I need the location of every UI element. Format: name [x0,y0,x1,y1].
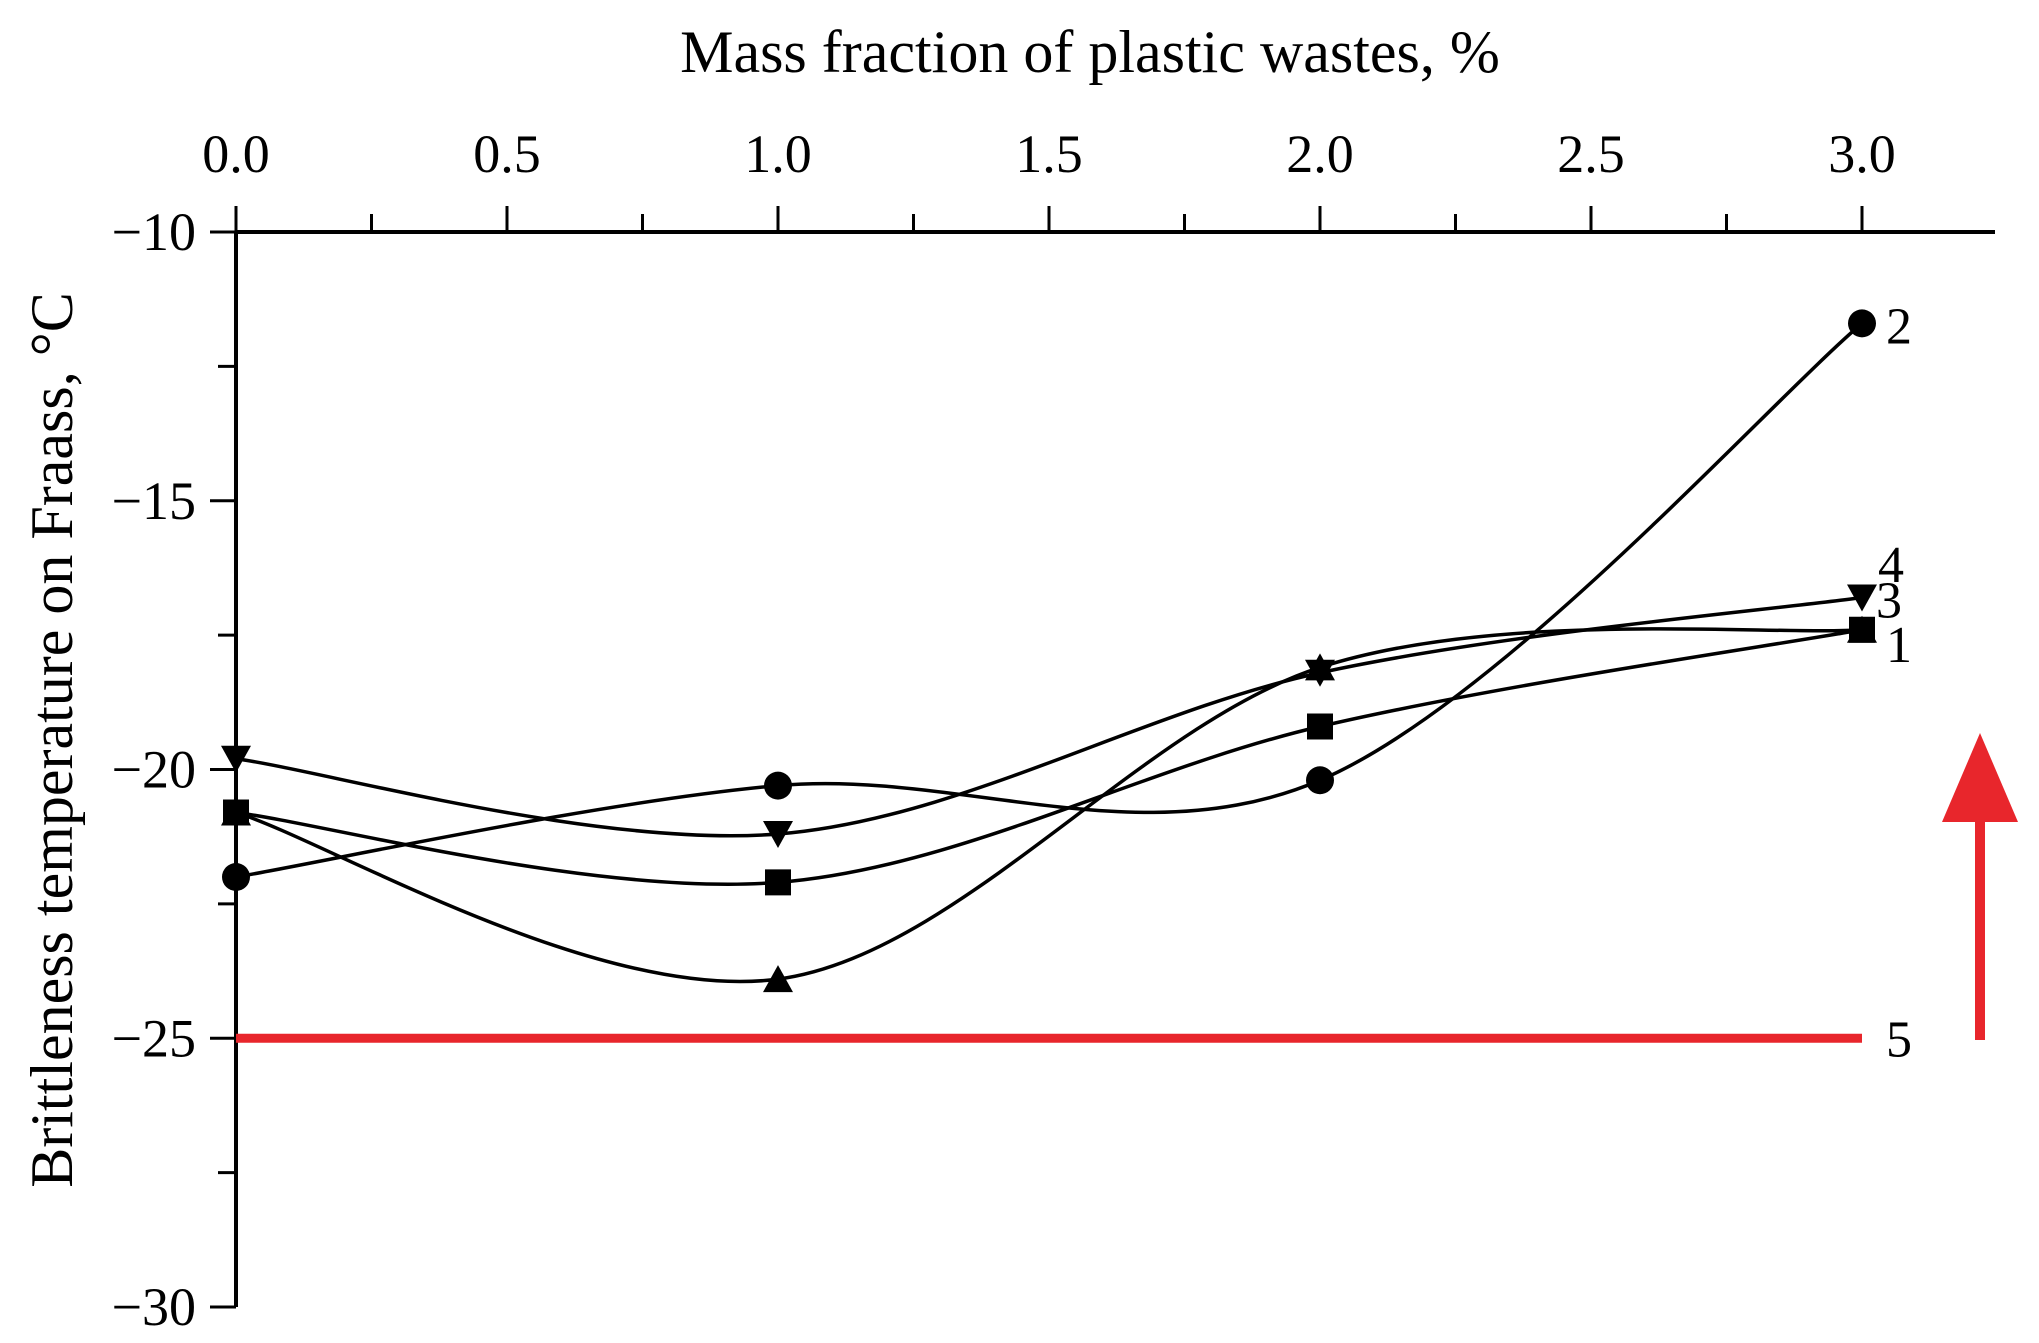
x-tick-label: 1.0 [744,124,812,184]
x-tick-label: 0.5 [473,124,541,184]
series-4-curve [235,627,1863,984]
x-axis-title: Mass fraction of plastic wastes, % [680,19,1500,85]
y-axis-title: Brittleness temperature on Fraass, °C [19,292,85,1187]
x-tick-label: 1.5 [1015,124,1083,184]
data-point-square [765,869,791,896]
data-point-triangle-down [763,821,793,848]
data-point-triangle-up [763,965,793,993]
x-tick-label: 0.0 [202,124,270,184]
series-labels: 1 2 34 5 [1876,298,1912,1068]
data-point-circle [764,771,792,800]
series-2-curve [235,322,1864,879]
y-tick-label: −15 [112,471,196,531]
up-arrow [1942,733,2018,1040]
data-point-triangle-down [1847,584,1877,612]
y-tick-label: −30 [112,1277,196,1337]
data-point-triangle-up [221,798,251,826]
data-point-triangle-down [221,745,251,773]
series-2-label: 2 [1886,298,1912,355]
series-3-label: 3 [1876,573,1902,630]
data-point-triangle-up [1847,615,1877,643]
series-1-curve [235,628,1863,886]
data-point-square [1307,713,1333,740]
y-tick-label: −25 [112,1008,196,1068]
data-point-triangle-up [1305,653,1335,681]
series-markers [221,309,1877,993]
y-tick-label: −20 [112,740,196,800]
x-tick-label: 2.0 [1286,124,1354,184]
series-5-label: 5 [1886,1011,1912,1068]
series-3-curve [235,595,1863,838]
data-point-circle [222,863,250,891]
arrow-head [1942,733,2018,822]
axes: 0.0 0.5 1.0 1.5 2.0 2.5 3.0 −10 −15 −20 −25 −30 [112,124,1995,1337]
series-curves [235,322,1864,1043]
x-tick-label: 3.0 [1828,124,1896,184]
x-tick-label: 2.5 [1557,124,1625,184]
series-4-label: 4 [1878,537,1904,594]
y-tick-label: −10 [112,202,196,262]
data-point-circle [1848,309,1876,338]
data-point-circle [1306,766,1334,795]
series-1-label: 1 [1886,617,1912,674]
